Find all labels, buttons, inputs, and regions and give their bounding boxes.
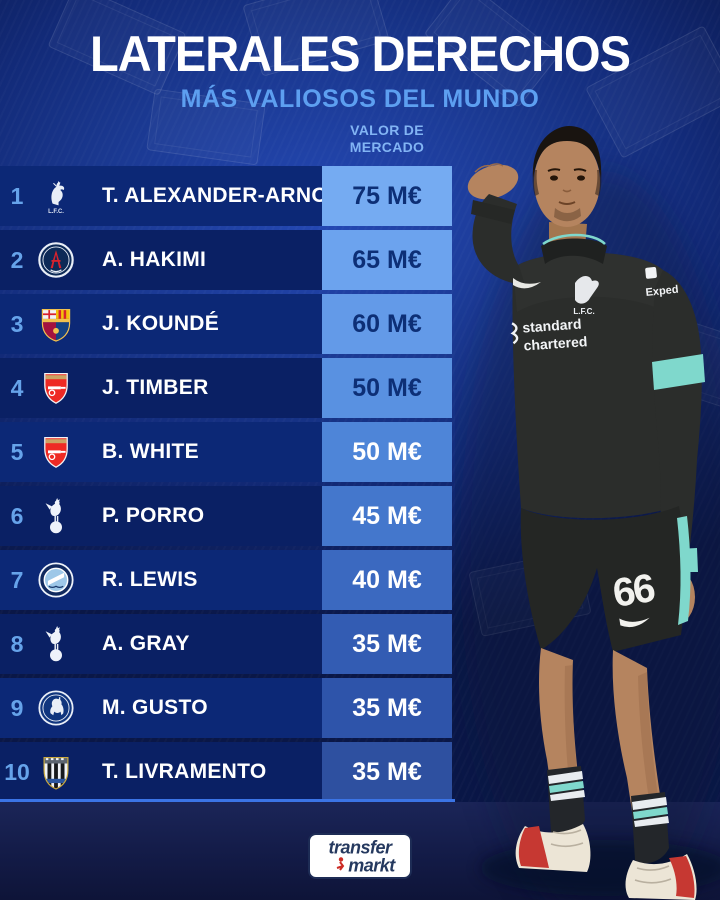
column-header-line1: VALOR DE (350, 122, 424, 138)
player-name: T. LIVRAMENTO (102, 760, 267, 783)
rank-number: 9 (10, 694, 24, 721)
player-name: A. GRAY (102, 632, 190, 655)
page-title: LATERALES DERECHOS (90, 25, 631, 82)
rank-number: 8 (10, 630, 24, 657)
row-main: 9 M. GUSTO (0, 678, 322, 738)
svg-text:L.F.C.: L.F.C. (573, 307, 594, 316)
row-main: 6 P. PORRO (0, 486, 322, 546)
svg-text:66: 66 (610, 566, 658, 616)
club-badge-barcelona-icon (34, 298, 78, 350)
column-header-line2: MERCADO (349, 139, 425, 155)
market-value: 50 M€ (322, 422, 452, 482)
market-value: 40 M€ (322, 550, 452, 610)
rank-number: 6 (10, 502, 24, 529)
table-row: 5 B. WHITE 50 M€ (0, 422, 452, 482)
row-main: 5 B. WHITE (0, 422, 322, 482)
table-row: 4 J. TIMBER 50 M€ (0, 358, 452, 418)
rank-number: 5 (10, 438, 24, 465)
transfermarkt-logo: transfer markt (308, 833, 412, 879)
rank-number: 2 (10, 246, 24, 273)
player-photo: L.F.C. standard chartered Exped 66 (460, 126, 720, 900)
club-badge-psg-icon (34, 234, 78, 286)
market-value: 75 M€ (322, 166, 452, 226)
player-name: T. ALEXANDER-ARNOLD (102, 184, 357, 207)
rank-number: 4 (10, 374, 24, 401)
player-name: P. PORRO (102, 504, 205, 527)
table-row: 8 A. GRAY 35 M€ (0, 614, 452, 674)
rank-number: 3 (10, 310, 24, 337)
logo-player-figure-icon (335, 857, 346, 873)
market-value: 35 M€ (322, 742, 452, 802)
row-main: 8 A. GRAY (0, 614, 322, 674)
rank-number: 7 (10, 566, 24, 593)
page-subtitle: MÁS VALIOSOS DEL MUNDO (180, 85, 540, 113)
club-badge-tottenham-icon (34, 618, 78, 670)
market-value: 35 M€ (322, 614, 452, 674)
logo-word-markt: markt (348, 854, 395, 876)
table-row: 9 M. GUSTO 35 M€ (0, 678, 452, 738)
row-main: 4 J. TIMBER (0, 358, 322, 418)
club-badge-newcastle-icon (34, 746, 78, 798)
player-name: A. HAKIMI (102, 248, 207, 271)
market-value: 35 M€ (322, 678, 452, 738)
logo-word-transfer: transfer (328, 836, 392, 858)
rank-number: 10 (4, 758, 30, 785)
row-main: 1 L.F.C. T. ALEXANDER-ARNOLD (0, 166, 356, 226)
club-badge-arsenal-icon (34, 362, 78, 414)
club-badge-chelsea-icon (34, 682, 78, 734)
table-row: 3 (0, 294, 452, 354)
svg-text:chartered: chartered (523, 333, 588, 353)
rank-number: 1 (10, 182, 24, 209)
table-row: 7 R. LEWIS 40 M€ (0, 550, 452, 610)
table-row: 1 L.F.C. T. ALEXANDER-ARNOLD 75 M€ (0, 166, 452, 226)
player-name: J. KOUNDÉ (102, 312, 220, 335)
svg-text:Exped: Exped (645, 284, 679, 299)
row-main: 2 A. HAKIMI (0, 230, 322, 290)
row-main: 3 (0, 294, 322, 354)
table-row: 10 (0, 742, 452, 802)
row-main: 7 R. LEWIS (0, 550, 322, 610)
market-value: 65 M€ (322, 230, 452, 290)
player-name: J. TIMBER (102, 376, 209, 399)
player-name: R. LEWIS (102, 568, 198, 591)
club-badge-tottenham-icon (34, 490, 78, 542)
market-value-column-header: VALOR DE MERCADO (322, 122, 452, 156)
svg-text:standard: standard (522, 316, 582, 336)
market-value: 45 M€ (322, 486, 452, 546)
table-row: 6 P. PORRO 45 M€ (0, 486, 452, 546)
player-name: B. WHITE (102, 440, 199, 463)
club-badge-arsenal-icon (34, 426, 78, 478)
ranking-table: 1 L.F.C. T. ALEXANDER-ARNOLD 75 M€ 2 (0, 166, 452, 806)
row-main: 10 (0, 742, 322, 802)
market-value: 60 M€ (322, 294, 452, 354)
market-value: 50 M€ (322, 358, 452, 418)
svg-text:L.F.C.: L.F.C. (48, 209, 64, 215)
table-bottom-rule (0, 799, 455, 802)
player-name: M. GUSTO (102, 696, 208, 719)
table-row: 2 A. HAKIMI 65 M€ (0, 230, 452, 290)
club-badge-liverpool-icon: L.F.C. (34, 170, 78, 222)
club-badge-man-city-icon (34, 554, 78, 606)
